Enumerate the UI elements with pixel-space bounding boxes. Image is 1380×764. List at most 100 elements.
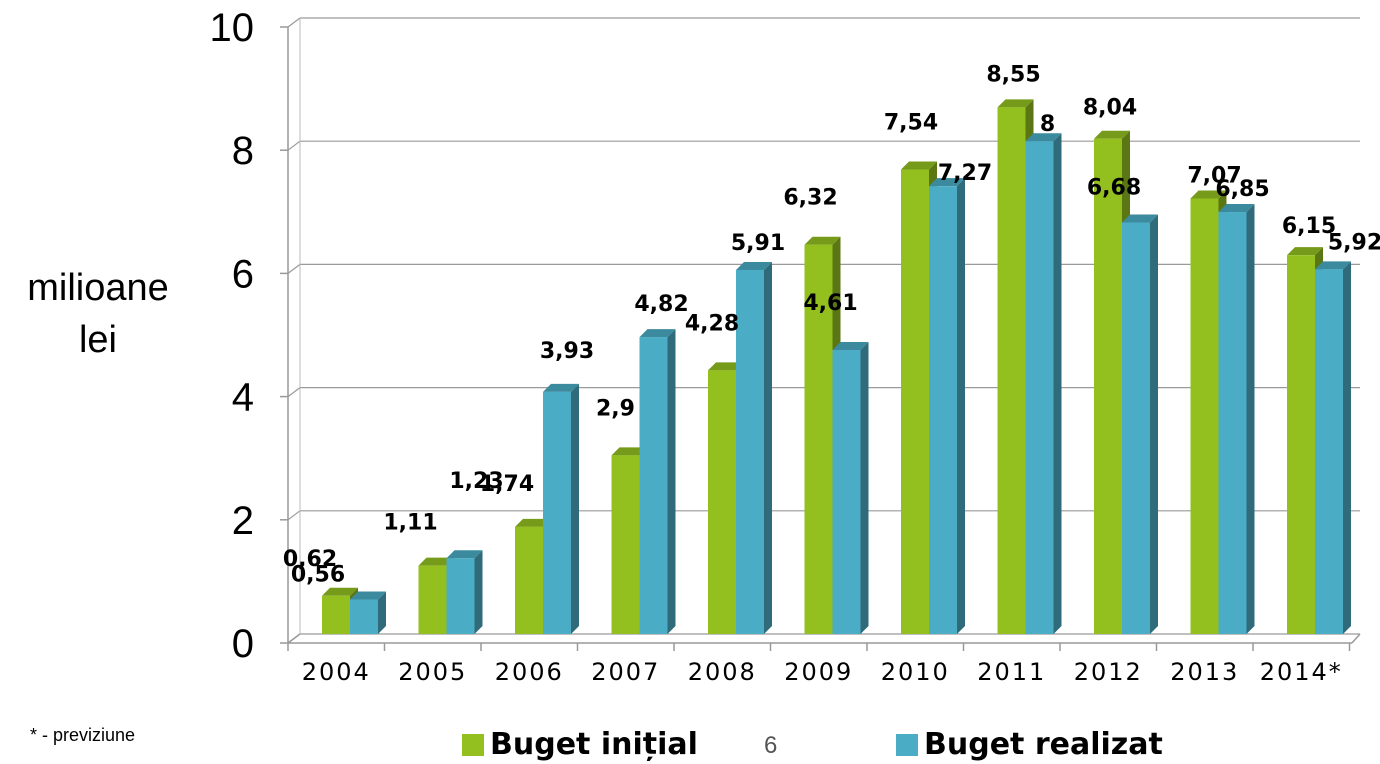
gridline-wall <box>287 510 301 521</box>
bar-side <box>1246 204 1255 635</box>
gridline-wall <box>287 140 301 151</box>
bar-front <box>1190 198 1219 634</box>
legend-label-buget-initial: Buget inițial <box>490 727 698 762</box>
bar-side <box>860 342 869 634</box>
bar-top <box>736 261 772 270</box>
bar-buget-realizat-2014* <box>1315 261 1351 634</box>
bar-top <box>804 236 841 245</box>
x-tick-label: 2011 <box>977 658 1046 686</box>
legend-item-buget-initial: Buget inițial <box>462 727 698 762</box>
bar-side <box>474 550 483 634</box>
bar-top <box>1122 214 1158 223</box>
data-label-buget-initial: 7,54 <box>884 111 938 136</box>
y-axis-label-line-2: lei <box>78 319 118 361</box>
bar-front <box>1094 138 1122 634</box>
x-tick-label: 2006 <box>495 658 564 686</box>
gridline-wall <box>287 17 301 28</box>
bar-top <box>1287 247 1323 256</box>
data-label-buget-initial: 8,04 <box>1083 96 1137 121</box>
data-label-buget-realizat: 5,92 <box>1328 230 1380 255</box>
bar-side <box>667 329 676 634</box>
data-label-buget-realizat: 3,93 <box>540 339 594 364</box>
data-label-buget-realizat: 6,85 <box>1215 177 1269 202</box>
y-tick-label: 6 <box>232 252 254 296</box>
bar-front <box>997 107 1026 634</box>
bar-side <box>764 261 772 634</box>
gridline-wall <box>287 387 301 398</box>
bar-front <box>1315 269 1343 634</box>
legend-swatch-buget-realizat <box>896 733 918 756</box>
y-ticks: 0 2 4 6 8 10 <box>210 6 288 666</box>
bar-top <box>446 550 483 559</box>
bar-buget-realizat-2007 <box>639 329 676 634</box>
data-label-buget-initial: 7,07 <box>1187 163 1241 188</box>
bar-top <box>611 447 648 456</box>
bar-front <box>708 370 736 634</box>
bar-buget-realizat-2009 <box>832 342 869 634</box>
bar-front <box>1287 255 1315 634</box>
x-tick-label: 2013 <box>1170 658 1239 686</box>
bars <box>322 99 1351 635</box>
bar-buget-realizat-2004 <box>350 591 386 634</box>
bar-top <box>1218 204 1255 213</box>
y-axis-label-line-1: milioane <box>27 267 169 309</box>
bar-front <box>639 337 668 634</box>
bar-buget-realizat-2011 <box>1025 133 1062 634</box>
bar-front <box>350 599 378 634</box>
bar-top <box>997 99 1034 108</box>
x-ticks: 2004 2005 2006 2007 2008 2009 2010 2011 2012 2013… <box>287 643 1351 686</box>
y-tick-label: 2 <box>232 499 254 543</box>
data-label-buget-realizat: 6,68 <box>1087 176 1141 201</box>
bar-top <box>708 362 744 371</box>
bar-front <box>901 169 929 634</box>
data-label-buget-realizat: 5,91 <box>731 231 785 256</box>
data-label-buget-initial: 6,32 <box>783 186 837 211</box>
bar-side <box>957 178 965 634</box>
bar-buget-realizat-2010 <box>929 178 965 634</box>
data-label-buget-initial: 4,28 <box>685 311 739 336</box>
data-label-buget-initial: 1,11 <box>383 511 437 536</box>
data-label-buget-realizat: 0,56 <box>291 563 345 588</box>
legend-swatch-buget-initial <box>462 733 484 756</box>
y-tick-label: 0 <box>232 622 254 666</box>
bar-buget-realizat-2012 <box>1122 214 1158 634</box>
bar-front <box>1218 212 1247 635</box>
bar-top <box>929 178 965 187</box>
y-tick-label: 8 <box>232 129 254 173</box>
footnote: * - previziune <box>30 725 136 745</box>
x-tick-label: 2007 <box>591 658 660 686</box>
data-label-buget-initial: 8,55 <box>986 62 1040 87</box>
bar-buget-realizat-2008 <box>736 261 772 634</box>
data-label-buget-realizat: 4,61 <box>803 291 857 316</box>
page-number: 6 <box>764 732 778 759</box>
y-tick-label: 10 <box>210 6 255 50</box>
legend-item-buget-realizat: Buget realizat <box>896 727 1163 762</box>
bar-buget-realizat-2006 <box>543 383 579 634</box>
bar-side <box>571 383 579 634</box>
x-tick-label: 2010 <box>881 658 950 686</box>
bar-buget-realizat-2013 <box>1218 204 1255 635</box>
y-tick-label: 4 <box>232 376 254 420</box>
data-label-buget-initial: 1,74 <box>480 472 534 497</box>
bar-top <box>350 591 386 600</box>
floor-left-edge <box>287 633 301 644</box>
gridline-wall <box>287 263 301 274</box>
chart-walls <box>287 18 1361 644</box>
bar-top <box>832 342 869 351</box>
data-label-buget-realizat: 8 <box>1040 112 1055 137</box>
x-tick-label: 2004 <box>302 658 371 686</box>
x-tick-label: 2005 <box>398 658 467 686</box>
bar-front <box>543 391 571 634</box>
x-tick-label: 2012 <box>1074 658 1143 686</box>
bar-front <box>804 244 833 635</box>
data-label-buget-realizat: 1,23 <box>449 469 503 494</box>
bar-top <box>901 161 937 170</box>
bar-side <box>1053 133 1062 634</box>
bar-front <box>736 269 764 634</box>
x-tick-label: 2008 <box>688 658 757 686</box>
bar-front <box>446 558 475 634</box>
bar-front <box>322 595 350 634</box>
data-label-buget-realizat: 7,27 <box>938 161 992 186</box>
data-label-buget-realizat: 4,82 <box>634 292 688 317</box>
